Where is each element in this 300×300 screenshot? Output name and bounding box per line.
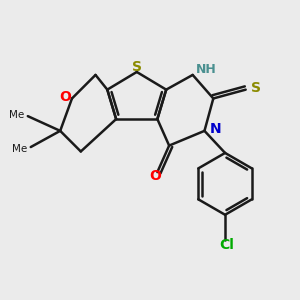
Text: Me: Me: [12, 143, 27, 154]
Text: N: N: [210, 122, 221, 136]
Text: S: S: [132, 60, 142, 74]
Text: S: S: [251, 81, 261, 95]
Text: NH: NH: [196, 63, 217, 76]
Text: O: O: [60, 90, 71, 104]
Text: Me: Me: [9, 110, 24, 120]
Text: Cl: Cl: [219, 238, 234, 252]
Text: O: O: [149, 169, 161, 184]
